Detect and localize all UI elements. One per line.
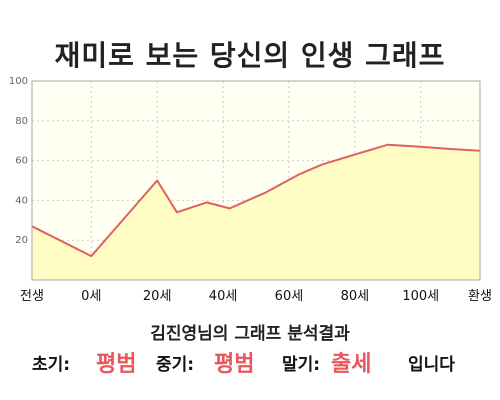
late-value: 출세 (331, 352, 372, 377)
x-tick-label: 20세 (143, 289, 172, 304)
result-ending: 입니다 (408, 355, 455, 375)
plot-frame (31, 80, 481, 281)
x-axis-ticks: 전생 0세 20세 40세 60세 80세 100세 환생 (20, 289, 492, 304)
y-tick-label: 40 (15, 195, 28, 206)
y-tick-label: 80 (15, 116, 28, 127)
y-tick-label: 60 (15, 156, 28, 167)
analysis-result: 초기: 평범 중기: 평범 말기: 출세 입니다 (0, 348, 500, 382)
early-label: 초기: (32, 355, 71, 375)
early-value: 평범 (96, 352, 137, 377)
x-tick-label: 환생 (468, 289, 492, 304)
middle-value: 평범 (214, 352, 255, 377)
x-tick-label: 전생 (20, 289, 44, 304)
x-tick-label: 0세 (81, 289, 101, 304)
series-line (31, 143, 481, 258)
analysis-subtitle: 김진영님의 그래프 분석결과 (150, 324, 350, 344)
chart-title: 재미로 보는 당신의 인생 그래프 (54, 39, 446, 72)
middle-label: 중기: (156, 355, 195, 375)
x-tick-label: 40세 (209, 289, 238, 304)
x-tick-label: 100세 (402, 289, 439, 304)
late-label: 말기: (282, 355, 321, 375)
area-fill (32, 144, 480, 280)
x-tick-label: 60세 (275, 289, 304, 304)
y-tick-label: 20 (15, 235, 28, 246)
x-tick-label: 80세 (341, 289, 370, 304)
y-tick-label: 100 (9, 76, 28, 87)
y-axis-ticks: 20 40 60 80 100 (9, 76, 28, 246)
